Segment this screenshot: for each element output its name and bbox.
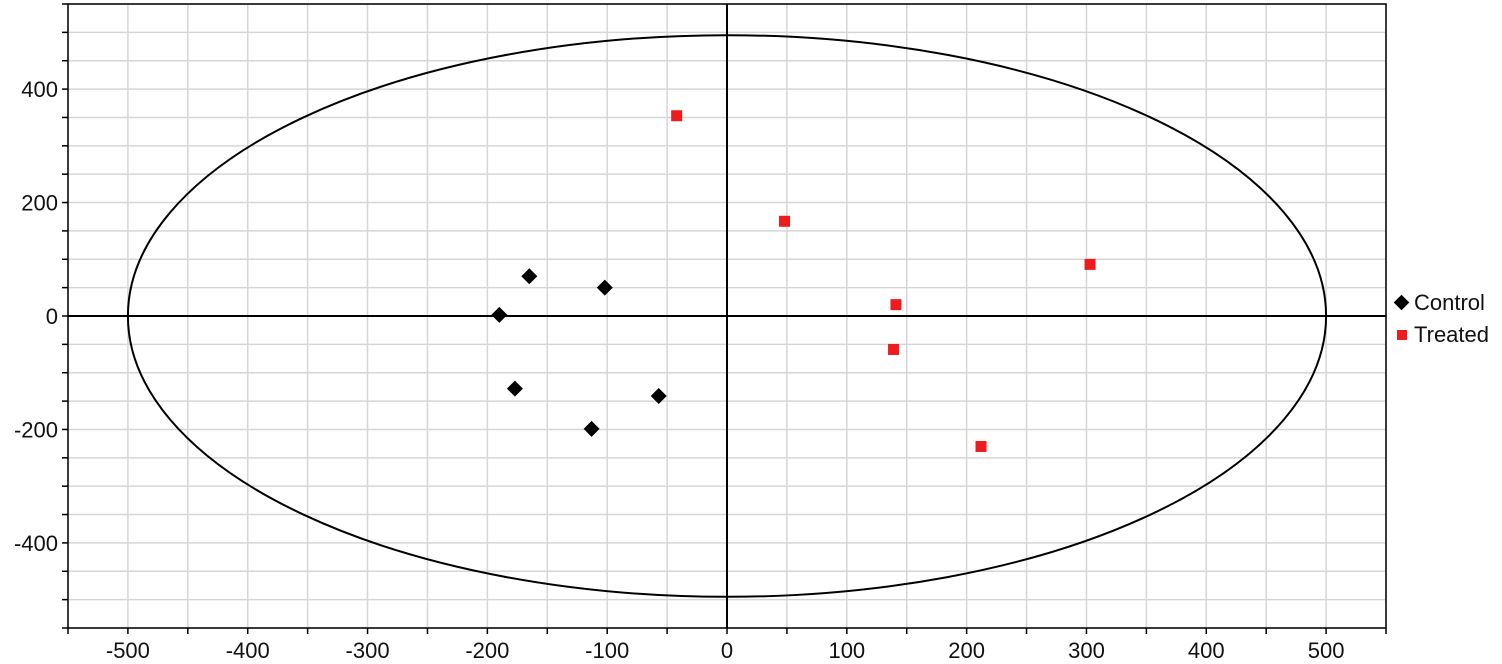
legend: Control Treated: [1392, 287, 1502, 351]
x-tick-label: -200: [465, 638, 509, 663]
point-treated: [890, 299, 902, 311]
tick-marks: [62, 3, 1387, 634]
y-tick-label: 0: [46, 304, 58, 329]
point-control: [506, 380, 523, 397]
point-treated: [671, 110, 683, 122]
confidence-ellipse-group: [126, 34, 1328, 598]
x-tick-label: -400: [226, 638, 270, 663]
y-tick-label: 400: [21, 77, 58, 102]
axes: [68, 4, 1386, 628]
plot-frame: [67, 3, 1387, 629]
point-treated: [779, 215, 791, 227]
point-control: [491, 306, 508, 323]
point-control: [650, 387, 667, 404]
square-icon: [1392, 325, 1412, 345]
legend-label-treated: Treated: [1414, 322, 1490, 347]
x-tick-label: 500: [1308, 638, 1345, 663]
x-tick-label: 200: [948, 638, 985, 663]
point-treated: [975, 440, 987, 452]
legend-item-treated: Treated: [1392, 319, 1502, 351]
y-tick-label: 200: [21, 191, 58, 216]
x-tick-label: -100: [585, 638, 629, 663]
data-points: [491, 110, 1096, 452]
diamond-icon: [1392, 293, 1412, 313]
x-tick-label: 0: [721, 638, 733, 663]
point-control: [596, 279, 613, 296]
point-treated: [888, 343, 900, 355]
x-tick-label: 300: [1068, 638, 1105, 663]
confidence-ellipse: [126, 34, 1328, 598]
x-tick-label: 400: [1188, 638, 1225, 663]
x-tick-label: 100: [828, 638, 865, 663]
tick-labels: -500 -400 -300 -200 -100 0 100 200 300 400 500 -400…: [14, 77, 1344, 663]
y-tick-label: -200: [14, 417, 58, 442]
x-tick-label: -300: [346, 638, 390, 663]
y-tick-label: -400: [14, 531, 58, 556]
point-control: [583, 420, 600, 437]
x-tick-label: -500: [106, 638, 150, 663]
legend-item-control: Control: [1392, 287, 1502, 319]
legend-label-control: Control: [1414, 290, 1485, 315]
point-control: [521, 268, 538, 285]
point-treated: [1084, 258, 1096, 270]
